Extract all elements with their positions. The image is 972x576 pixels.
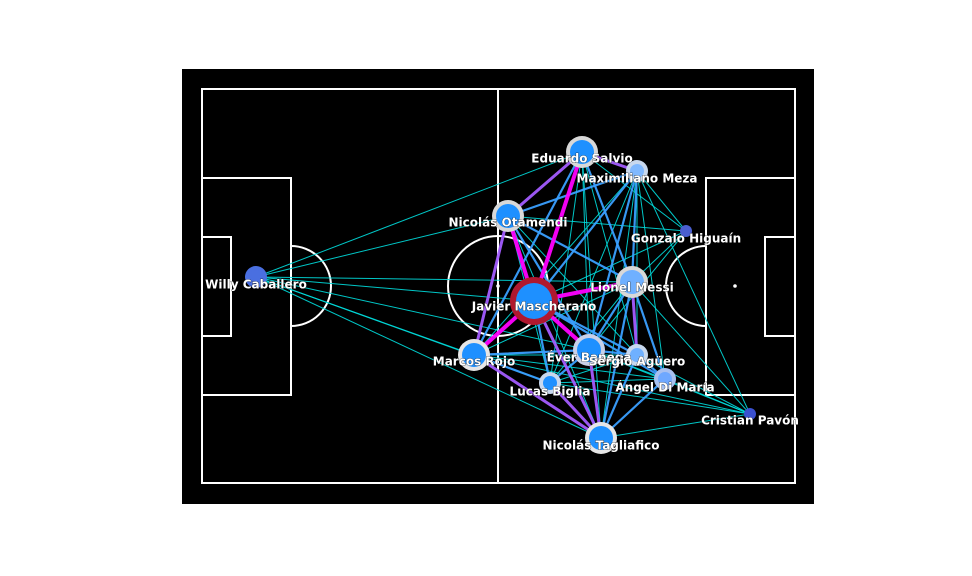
pass-link-biglia-aguero — [549, 354, 638, 384]
pass-link-meza-banega — [587, 169, 639, 352]
pass-link-meza-dimaria — [636, 170, 666, 380]
player-label-salvio: Eduardo Salvio — [531, 152, 632, 166]
left-penalty-arc — [290, 245, 332, 327]
player-node-core — [496, 204, 520, 228]
player-node-ring — [744, 408, 756, 420]
player-label-banega: Éver Banega — [547, 350, 632, 365]
player-node-higuain — [680, 225, 692, 237]
player-node-core — [620, 270, 644, 294]
pass-link-mascherano-meza — [532, 169, 639, 303]
player-node-core — [570, 140, 594, 164]
player-node-core — [543, 376, 557, 390]
pass-link-biglia-dimaria — [549, 378, 666, 384]
pass-link-higuain-meza — [636, 170, 687, 232]
pass-link-biglia-messi — [549, 281, 633, 384]
player-label-meza: Maximiliano Meza — [577, 172, 698, 186]
pass-link-mascherano-salvio — [532, 150, 584, 303]
pass-link-pavon-meza — [636, 170, 751, 415]
pass-link-rojo-banega — [472, 348, 591, 357]
player-node-core — [516, 283, 552, 319]
pass-link-higuain-mascherano — [533, 230, 687, 302]
player-node-dimaria — [654, 368, 676, 390]
player-node-biglia — [539, 372, 561, 394]
pass-link-otamendi-salvio — [506, 150, 584, 218]
player-node-rojo — [458, 339, 490, 371]
player-label-higuain: Gonzalo Higuaín — [631, 232, 741, 246]
pass-link-meza-biglia — [549, 170, 638, 384]
pass-link-salvio-tagliafico — [581, 151, 602, 439]
player-node-core — [630, 348, 644, 362]
player-node-core — [462, 343, 486, 367]
player-node-core — [589, 426, 613, 450]
player-node-caballero — [245, 266, 267, 288]
center-spot — [496, 284, 500, 288]
player-label-aguero: Sergio Agüero — [589, 355, 686, 369]
right-penalty-spot — [733, 284, 737, 288]
player-label-messi: Lionel Messi — [590, 281, 673, 295]
player-node-ring — [680, 225, 692, 237]
pitch-markings — [201, 88, 796, 484]
pass-link-pavon-aguero — [636, 354, 751, 415]
player-node-pavon — [744, 408, 756, 420]
player-label-biglia: Lucas Biglia — [510, 385, 591, 399]
player-node-core — [658, 372, 672, 386]
pass-link-caballero-salvio — [255, 151, 583, 278]
pass-link-rojo-tagliafico — [472, 353, 603, 440]
pass-link-pavon-biglia — [549, 382, 751, 415]
player-node-core — [577, 338, 601, 362]
player-label-dimaria: Ángel Di María — [615, 380, 714, 395]
player-node-aguero — [626, 344, 648, 366]
player-labels: Willy Caballero Eduardo Salvio Maximiliano… — [205, 151, 799, 453]
player-label-pavon: Cristian Pavón — [701, 414, 799, 428]
player-node-meza — [626, 160, 648, 182]
player-node-messi — [616, 266, 648, 298]
pass-link-caballero-messi — [255, 276, 633, 283]
player-node-core — [249, 270, 263, 284]
pass-link-otamendi-rojo — [472, 214, 510, 357]
player-node-otamendi — [492, 200, 524, 232]
pass-link-otamendi-aguero — [507, 215, 638, 356]
pass-link-pavon-tagliafico — [600, 413, 751, 439]
pass-link-caballero-tagliafico — [255, 276, 602, 439]
pass-link-otamendi-messi — [506, 214, 634, 284]
pass-link-salvio-banega — [581, 151, 590, 351]
player-label-caballero: Willy Caballero — [205, 278, 307, 292]
player-nodes — [245, 136, 756, 454]
pass-link-otamendi-meza — [506, 169, 639, 218]
pass-link-otamendi-tagliafico — [507, 215, 602, 439]
pass-link-meza-messi — [630, 169, 639, 284]
player-node-banega — [573, 334, 605, 366]
player-node-salvio — [566, 136, 598, 168]
pass-link-caballero-banega — [255, 276, 590, 351]
pass-link-salvio-rojo — [472, 150, 584, 357]
right-penalty-arc — [665, 245, 707, 327]
pass-link-caballero-otamendi — [255, 215, 509, 278]
pass-link-mascherano-tagliafico — [532, 299, 603, 440]
player-label-tagliafico: Nicolás Tagliafico — [543, 439, 660, 453]
pass-link-salvio-messi — [580, 150, 634, 284]
pass-link-messi-tagliafico — [599, 280, 634, 440]
pass-link-pavon-messi — [631, 281, 751, 415]
player-label-mascherano: Javier Mascherano — [471, 300, 597, 314]
player-node-core — [630, 164, 644, 178]
pass-link-messi-dimaria — [630, 280, 667, 381]
player-label-rojo: Marcos Rojo — [433, 355, 515, 369]
player-node-mascherano — [510, 277, 558, 325]
pass-link-higuain-otamendi — [507, 215, 687, 232]
player-node-tagliafico — [585, 422, 617, 454]
player-label-otamendi: Nicolás Otamendi — [449, 216, 568, 230]
pass-link-meza-rojo — [473, 170, 638, 356]
